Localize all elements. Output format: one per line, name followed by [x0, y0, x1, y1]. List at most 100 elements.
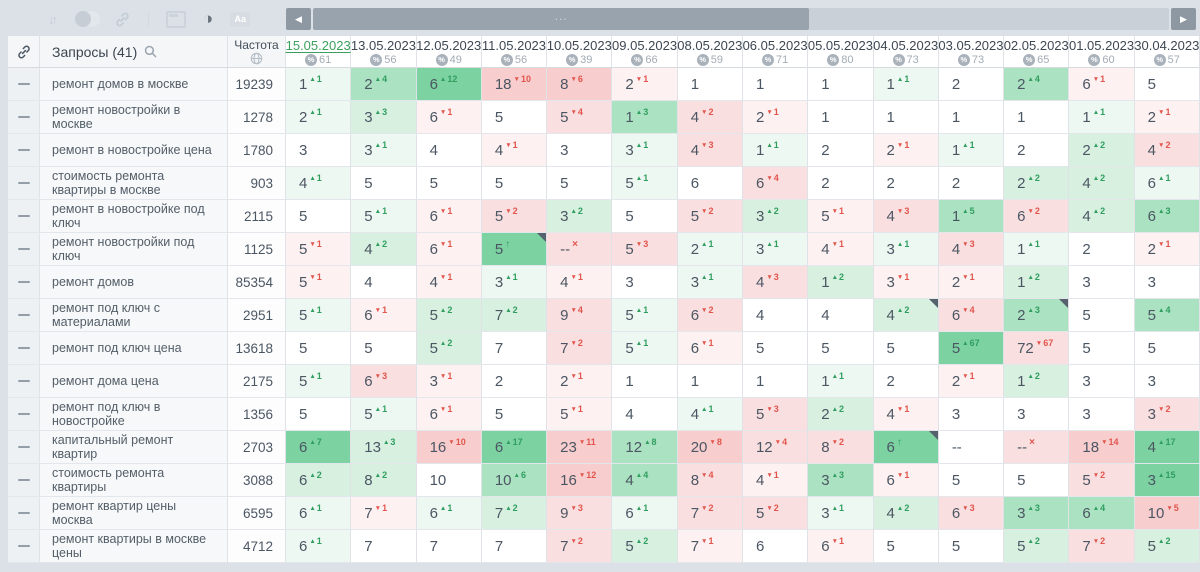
- position-cell[interactable]: 5: [286, 200, 352, 233]
- position-cell[interactable]: 1 ▲2: [808, 266, 874, 299]
- position-cell[interactable]: 5 ▲2: [1134, 530, 1200, 563]
- position-cell[interactable]: 3: [1069, 266, 1135, 299]
- position-cell[interactable]: 7 ▼2: [547, 530, 613, 563]
- position-cell[interactable]: 7: [416, 530, 482, 563]
- position-cell[interactable]: 6 ▼4: [938, 299, 1005, 332]
- position-cell[interactable]: 3 ▲2: [742, 200, 809, 233]
- position-cell[interactable]: 5 ▼3: [742, 398, 809, 431]
- position-cell[interactable]: 3 ▲1: [742, 233, 809, 266]
- scroll-left-button[interactable]: ◀: [286, 8, 311, 30]
- date-column-header[interactable]: 06.05.2023% 71: [743, 36, 809, 68]
- row-handle[interactable]: [8, 464, 40, 497]
- position-cell[interactable]: 6 ▼1: [416, 398, 482, 431]
- scroll-right-button[interactable]: ▶: [1171, 8, 1196, 30]
- position-cell[interactable]: 2 ▲1: [677, 233, 743, 266]
- date-column-header[interactable]: 12.05.2023% 49: [416, 36, 482, 68]
- position-cell[interactable]: 5: [742, 332, 809, 365]
- position-cell[interactable]: 5: [873, 530, 939, 563]
- position-cell[interactable]: 10: [416, 464, 482, 497]
- position-cell[interactable]: 1: [808, 68, 874, 101]
- position-cell[interactable]: 5 ▼1: [286, 233, 352, 266]
- position-cell[interactable]: 6 ▲3: [1134, 200, 1200, 233]
- position-cell[interactable]: 8 ▼6: [547, 68, 613, 101]
- position-cell[interactable]: 4 ▲4: [612, 464, 678, 497]
- date-column-header[interactable]: 02.05.2023% 65: [1004, 36, 1070, 68]
- position-cell[interactable]: 2: [938, 167, 1005, 200]
- position-cell[interactable]: 5 ↑: [481, 233, 548, 266]
- position-cell[interactable]: 5 ▲1: [612, 299, 678, 332]
- date-column-header[interactable]: 04.05.2023% 73: [873, 36, 939, 68]
- position-cell[interactable]: 3: [612, 266, 678, 299]
- position-cell[interactable]: 5 ▲1: [351, 398, 417, 431]
- position-cell[interactable]: 10 ▲6: [481, 464, 548, 497]
- position-cell[interactable]: 4 ▼3: [742, 266, 809, 299]
- position-cell[interactable]: 4 ▲17: [1134, 431, 1200, 464]
- row-handle[interactable]: [8, 266, 40, 299]
- position-cell[interactable]: 6 ▲1: [416, 497, 482, 530]
- position-cell[interactable]: 5: [938, 530, 1005, 563]
- position-cell[interactable]: 6 ▼1: [873, 464, 939, 497]
- position-cell[interactable]: 6 ▼1: [416, 101, 482, 134]
- search-icon[interactable]: [144, 45, 157, 58]
- position-cell[interactable]: 13 ▲3: [351, 431, 417, 464]
- position-cell[interactable]: 2 ▲3: [1004, 299, 1070, 332]
- position-cell[interactable]: 5: [938, 464, 1005, 497]
- position-cell[interactable]: 4 ▼1: [481, 134, 548, 167]
- frequency-header[interactable]: Частота: [228, 36, 286, 68]
- position-cell[interactable]: 2: [873, 167, 939, 200]
- position-cell[interactable]: 4 ▼2: [677, 101, 743, 134]
- position-cell[interactable]: 6 ▲7: [286, 431, 352, 464]
- position-cell[interactable]: 5 ▲2: [416, 299, 482, 332]
- position-cell[interactable]: 1: [938, 101, 1005, 134]
- position-cell[interactable]: 1: [742, 68, 809, 101]
- row-handle[interactable]: [8, 101, 40, 134]
- position-cell[interactable]: 5 ▲2: [1004, 530, 1070, 563]
- position-cell[interactable]: 3 ▼2: [1134, 398, 1200, 431]
- position-cell[interactable]: 5: [808, 332, 874, 365]
- position-cell[interactable]: 7 ▼1: [351, 497, 417, 530]
- position-cell[interactable]: 3 ▲1: [612, 134, 678, 167]
- link-icon[interactable]: [114, 10, 131, 28]
- position-cell[interactable]: 2: [808, 134, 874, 167]
- position-cell[interactable]: 1: [677, 365, 743, 398]
- position-cell[interactable]: 6 ▼4: [742, 167, 809, 200]
- position-cell[interactable]: 4: [416, 134, 482, 167]
- position-cell[interactable]: 3: [938, 398, 1005, 431]
- position-cell[interactable]: 5 ▼3: [612, 233, 678, 266]
- row-handle[interactable]: [8, 233, 40, 266]
- position-cell[interactable]: 5 ▼4: [547, 101, 613, 134]
- position-cell[interactable]: 4: [808, 299, 874, 332]
- position-cell[interactable]: 2 ▼1: [547, 365, 613, 398]
- position-cell[interactable]: 12 ▼4: [742, 431, 809, 464]
- position-cell[interactable]: 4 ▲2: [1069, 200, 1135, 233]
- position-cell[interactable]: 6 ▼3: [938, 497, 1005, 530]
- position-cell[interactable]: 7: [481, 530, 548, 563]
- row-handle[interactable]: [8, 167, 40, 200]
- row-handle[interactable]: [8, 398, 40, 431]
- position-cell[interactable]: 2 ▼1: [938, 266, 1005, 299]
- position-cell[interactable]: 1 ▲1: [742, 134, 809, 167]
- position-cell[interactable]: 6: [677, 167, 743, 200]
- position-cell[interactable]: 3 ▲1: [677, 266, 743, 299]
- row-handle[interactable]: [8, 530, 40, 563]
- position-cell[interactable]: 1 ▲1: [938, 134, 1005, 167]
- keyword-cell[interactable]: ремонт новостройки под ключ: [40, 233, 228, 266]
- position-cell[interactable]: 10 ▼5: [1134, 497, 1200, 530]
- position-cell[interactable]: 5: [1069, 299, 1135, 332]
- position-cell[interactable]: 5 ▲1: [351, 200, 417, 233]
- position-cell[interactable]: 5: [481, 398, 548, 431]
- position-cell[interactable]: 4: [351, 266, 417, 299]
- position-cell[interactable]: 12 ▲8: [612, 431, 678, 464]
- position-cell[interactable]: 2: [808, 167, 874, 200]
- position-cell[interactable]: 4 ▲2: [351, 233, 417, 266]
- position-cell[interactable]: 5: [351, 167, 417, 200]
- keyword-cell[interactable]: ремонт новостройки в москве: [40, 101, 228, 134]
- position-cell[interactable]: 3 ▲15: [1134, 464, 1200, 497]
- position-cell[interactable]: 3 ▼1: [873, 266, 939, 299]
- row-handle[interactable]: [8, 332, 40, 365]
- date-column-header[interactable]: 30.04.2023% 57: [1134, 36, 1200, 68]
- position-cell[interactable]: 2 ▼1: [873, 134, 939, 167]
- position-cell[interactable]: 4 ▼1: [547, 266, 613, 299]
- position-cell[interactable]: 5 ▲2: [416, 332, 482, 365]
- keyword-cell[interactable]: ремонт квартир цены москва: [40, 497, 228, 530]
